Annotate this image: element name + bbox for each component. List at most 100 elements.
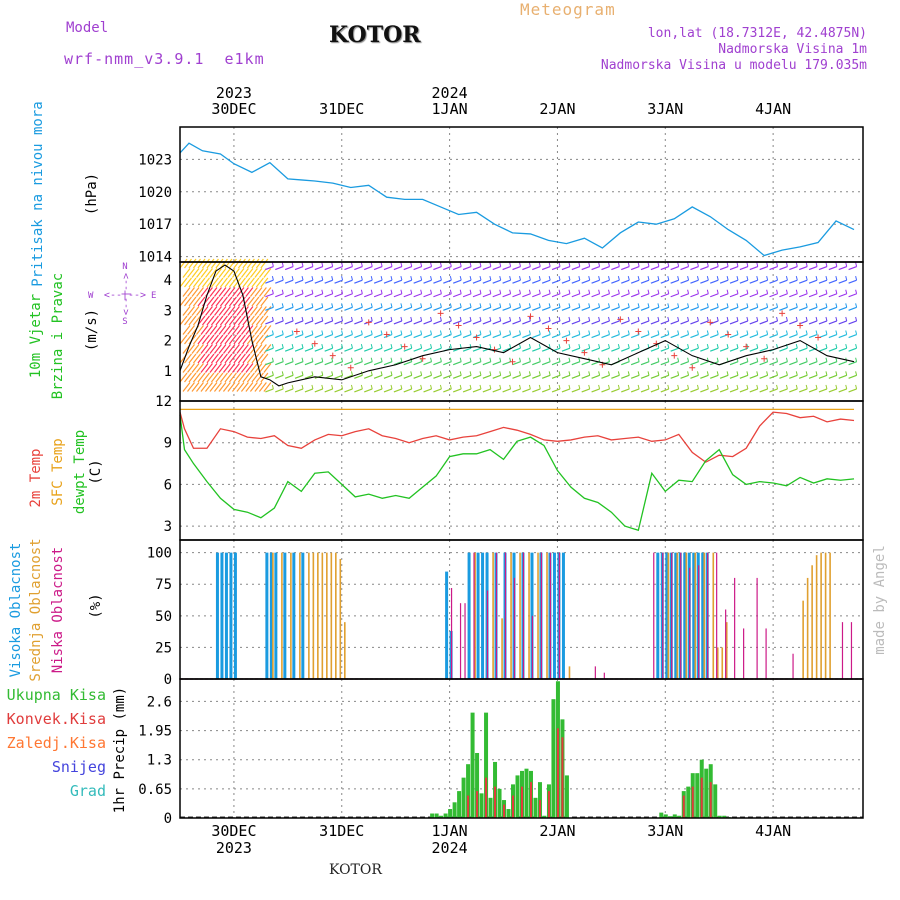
wind-barb-flag <box>519 357 521 362</box>
wind-barb-flag <box>568 330 571 335</box>
wind-barb <box>818 265 828 271</box>
wind-barb <box>611 306 620 311</box>
wind-barb <box>403 306 412 311</box>
wind-obs-marker <box>689 364 696 371</box>
high-cloud-bar <box>229 552 233 679</box>
wind-barb <box>213 363 222 373</box>
wind-barb <box>227 344 236 354</box>
wind-barb-flag <box>726 289 729 294</box>
wind-barb <box>364 293 373 298</box>
wind-barb <box>611 279 620 284</box>
wind-barb-flag <box>538 330 541 335</box>
wind-barb <box>233 353 242 364</box>
wind-barb <box>779 361 788 366</box>
wind-barb-flag <box>598 276 601 281</box>
wind-barb-flag <box>499 344 502 349</box>
wind-barb-flag <box>459 262 462 267</box>
wind-barb-flag <box>677 357 680 362</box>
bottom-day-label: 1JAN <box>432 822 468 840</box>
wind-barb-flag <box>459 371 462 376</box>
wind-barb-flag <box>341 289 344 294</box>
wind-barb <box>227 325 236 335</box>
wind-barb-flag <box>736 262 739 267</box>
wind-barb <box>818 388 828 393</box>
precip-tick-label: 1.3 <box>147 753 172 769</box>
wind-barb-flag <box>637 371 640 376</box>
wind-barb-flag <box>420 316 423 322</box>
model-elevation-label: Nadmorska Visina u modelu 179.035m <box>600 58 867 73</box>
wind-barb <box>532 320 541 325</box>
wind-barb <box>245 344 254 354</box>
wind-barb <box>561 320 571 325</box>
temp-tick-label: 6 <box>164 477 172 493</box>
wind-barb <box>798 279 808 284</box>
wind-barb <box>472 293 482 298</box>
wind-barb-flag <box>291 344 294 349</box>
wind-barb <box>660 306 670 311</box>
wind-barb <box>344 347 353 352</box>
wind-barb-flag <box>578 357 581 362</box>
pressure-panel-label: Pritisak na nivou mora <box>30 101 46 286</box>
wind-barb <box>265 293 274 298</box>
wind-barb <box>621 388 630 393</box>
watermark: made by Angel <box>872 545 888 655</box>
total-precip-bar <box>695 773 700 818</box>
wind-barb-flag <box>420 289 423 294</box>
wind-barb <box>443 320 452 325</box>
wind-barb-flag <box>459 384 462 390</box>
wind-obs-marker <box>419 355 426 362</box>
wind-barb <box>749 306 758 311</box>
conv-precip-bar <box>503 804 506 818</box>
wind-barb <box>571 347 581 352</box>
wind-barb <box>710 293 719 298</box>
wind-barb-flag <box>439 371 442 376</box>
wind-barb-flag <box>538 262 541 267</box>
wind-barb-flag <box>370 384 373 390</box>
wind-barb <box>818 279 828 284</box>
wind-barb <box>324 306 333 311</box>
wind-barb <box>187 325 195 335</box>
high-cloud-bar <box>445 571 449 679</box>
wind-barb <box>660 293 670 298</box>
wind-barb-flag <box>509 276 512 281</box>
wind-barb <box>532 333 541 339</box>
wind-barb-flag <box>311 303 314 308</box>
low-cloud-bar <box>756 577 758 679</box>
wind-barb <box>492 265 501 271</box>
wind-barb <box>650 320 660 325</box>
wind-barb-flag <box>321 303 324 308</box>
wind-barb <box>601 320 610 325</box>
wind-barb-flag <box>726 303 729 308</box>
wind-barb <box>769 293 778 298</box>
wind-barb <box>393 388 403 393</box>
wind-barb-flag <box>509 330 512 335</box>
wind-barb <box>222 325 231 335</box>
wind-barb <box>284 388 294 393</box>
wind-barb-flag <box>301 330 304 335</box>
wind-barb <box>246 258 255 269</box>
wind-barb <box>729 306 739 311</box>
wind-barb <box>779 306 788 311</box>
wind-barb-flag <box>647 289 650 294</box>
wind-barb <box>197 372 206 383</box>
wind-barb <box>373 265 383 271</box>
wind-barb-flag <box>350 330 353 335</box>
wind-barb-flag <box>449 303 452 308</box>
wind-barb-flag <box>736 303 739 308</box>
wind-barb <box>789 279 798 284</box>
wind-barb <box>354 333 363 339</box>
wind-barb <box>462 293 472 298</box>
wind-barb <box>551 361 561 366</box>
wind-barb <box>260 277 269 288</box>
wind-barb <box>383 320 393 325</box>
wind-barb <box>838 279 847 284</box>
wind-barb-flag <box>845 262 848 267</box>
wind-barb <box>443 279 452 284</box>
cloud-tick-label: 25 <box>155 640 172 656</box>
wind-barb-flag <box>667 357 670 362</box>
high-cloud-bar <box>233 552 237 679</box>
wind-barb-flag <box>479 371 482 376</box>
wind-barb <box>334 374 343 379</box>
wind-barb <box>344 388 353 393</box>
wind-barb <box>403 347 412 352</box>
